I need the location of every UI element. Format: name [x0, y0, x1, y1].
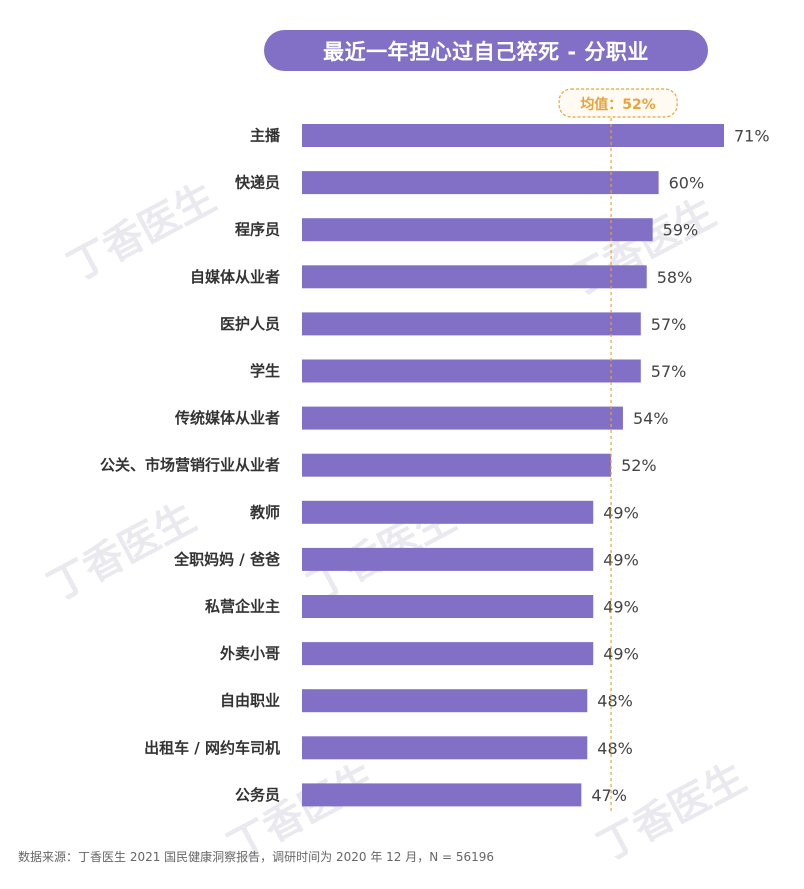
- value-label: 52%: [621, 456, 657, 475]
- category-label: 私营企业主: [204, 598, 280, 616]
- bar: [302, 783, 582, 807]
- value-label: 57%: [651, 362, 687, 381]
- bar: [302, 500, 594, 524]
- value-label: 71%: [734, 127, 770, 146]
- value-label: 49%: [603, 598, 639, 617]
- bar: [302, 595, 594, 618]
- bar: [302, 547, 594, 571]
- value-label: 60%: [669, 174, 705, 193]
- category-label: 主播: [250, 127, 281, 145]
- chart-title: 最近一年担心过自己猝死 - 分职业: [264, 30, 708, 71]
- value-label: 54%: [633, 409, 669, 428]
- value-label: 58%: [657, 268, 693, 287]
- value-label: 59%: [663, 221, 699, 240]
- bar: [302, 642, 594, 666]
- value-label: 48%: [597, 739, 633, 758]
- category-label: 公务员: [235, 786, 280, 804]
- average-label: 均值：52%: [580, 96, 656, 113]
- value-label: 49%: [603, 503, 639, 522]
- bar: [302, 736, 588, 760]
- average-badge: [558, 88, 678, 118]
- category-label: 医护人员: [220, 315, 280, 333]
- value-label: 49%: [603, 550, 639, 569]
- category-label: 学生: [250, 362, 280, 380]
- bar: [302, 689, 588, 713]
- category-label: 出租车 / 网约车司机: [144, 739, 280, 757]
- category-label: 自媒体从业者: [190, 268, 280, 286]
- value-label: 49%: [603, 645, 639, 664]
- bar: [302, 171, 659, 195]
- category-label: 快递员: [235, 174, 280, 192]
- value-label: 48%: [597, 692, 633, 711]
- bar: [302, 265, 647, 289]
- category-label: 全职妈妈 / 爸爸: [173, 550, 280, 568]
- category-label: 公关、市场营销行业从业者: [100, 456, 280, 474]
- bar: [302, 218, 653, 242]
- category-label: 外卖小哥: [219, 645, 280, 663]
- data-source-footnote: 数据来源：丁香医生 2021 国民健康洞察报告，调研时间为 2020 年 12 …: [18, 850, 495, 864]
- bar: [302, 453, 612, 477]
- category-label: 自由职业: [220, 692, 280, 710]
- bar: [302, 406, 623, 430]
- bar: [302, 312, 641, 336]
- category-label: 教师: [249, 503, 280, 521]
- value-label: 47%: [591, 786, 627, 805]
- bar: [302, 124, 724, 147]
- bar: [302, 359, 641, 383]
- category-label: 传统媒体从业者: [174, 409, 280, 427]
- value-label: 57%: [651, 315, 687, 334]
- category-label: 程序员: [235, 221, 280, 239]
